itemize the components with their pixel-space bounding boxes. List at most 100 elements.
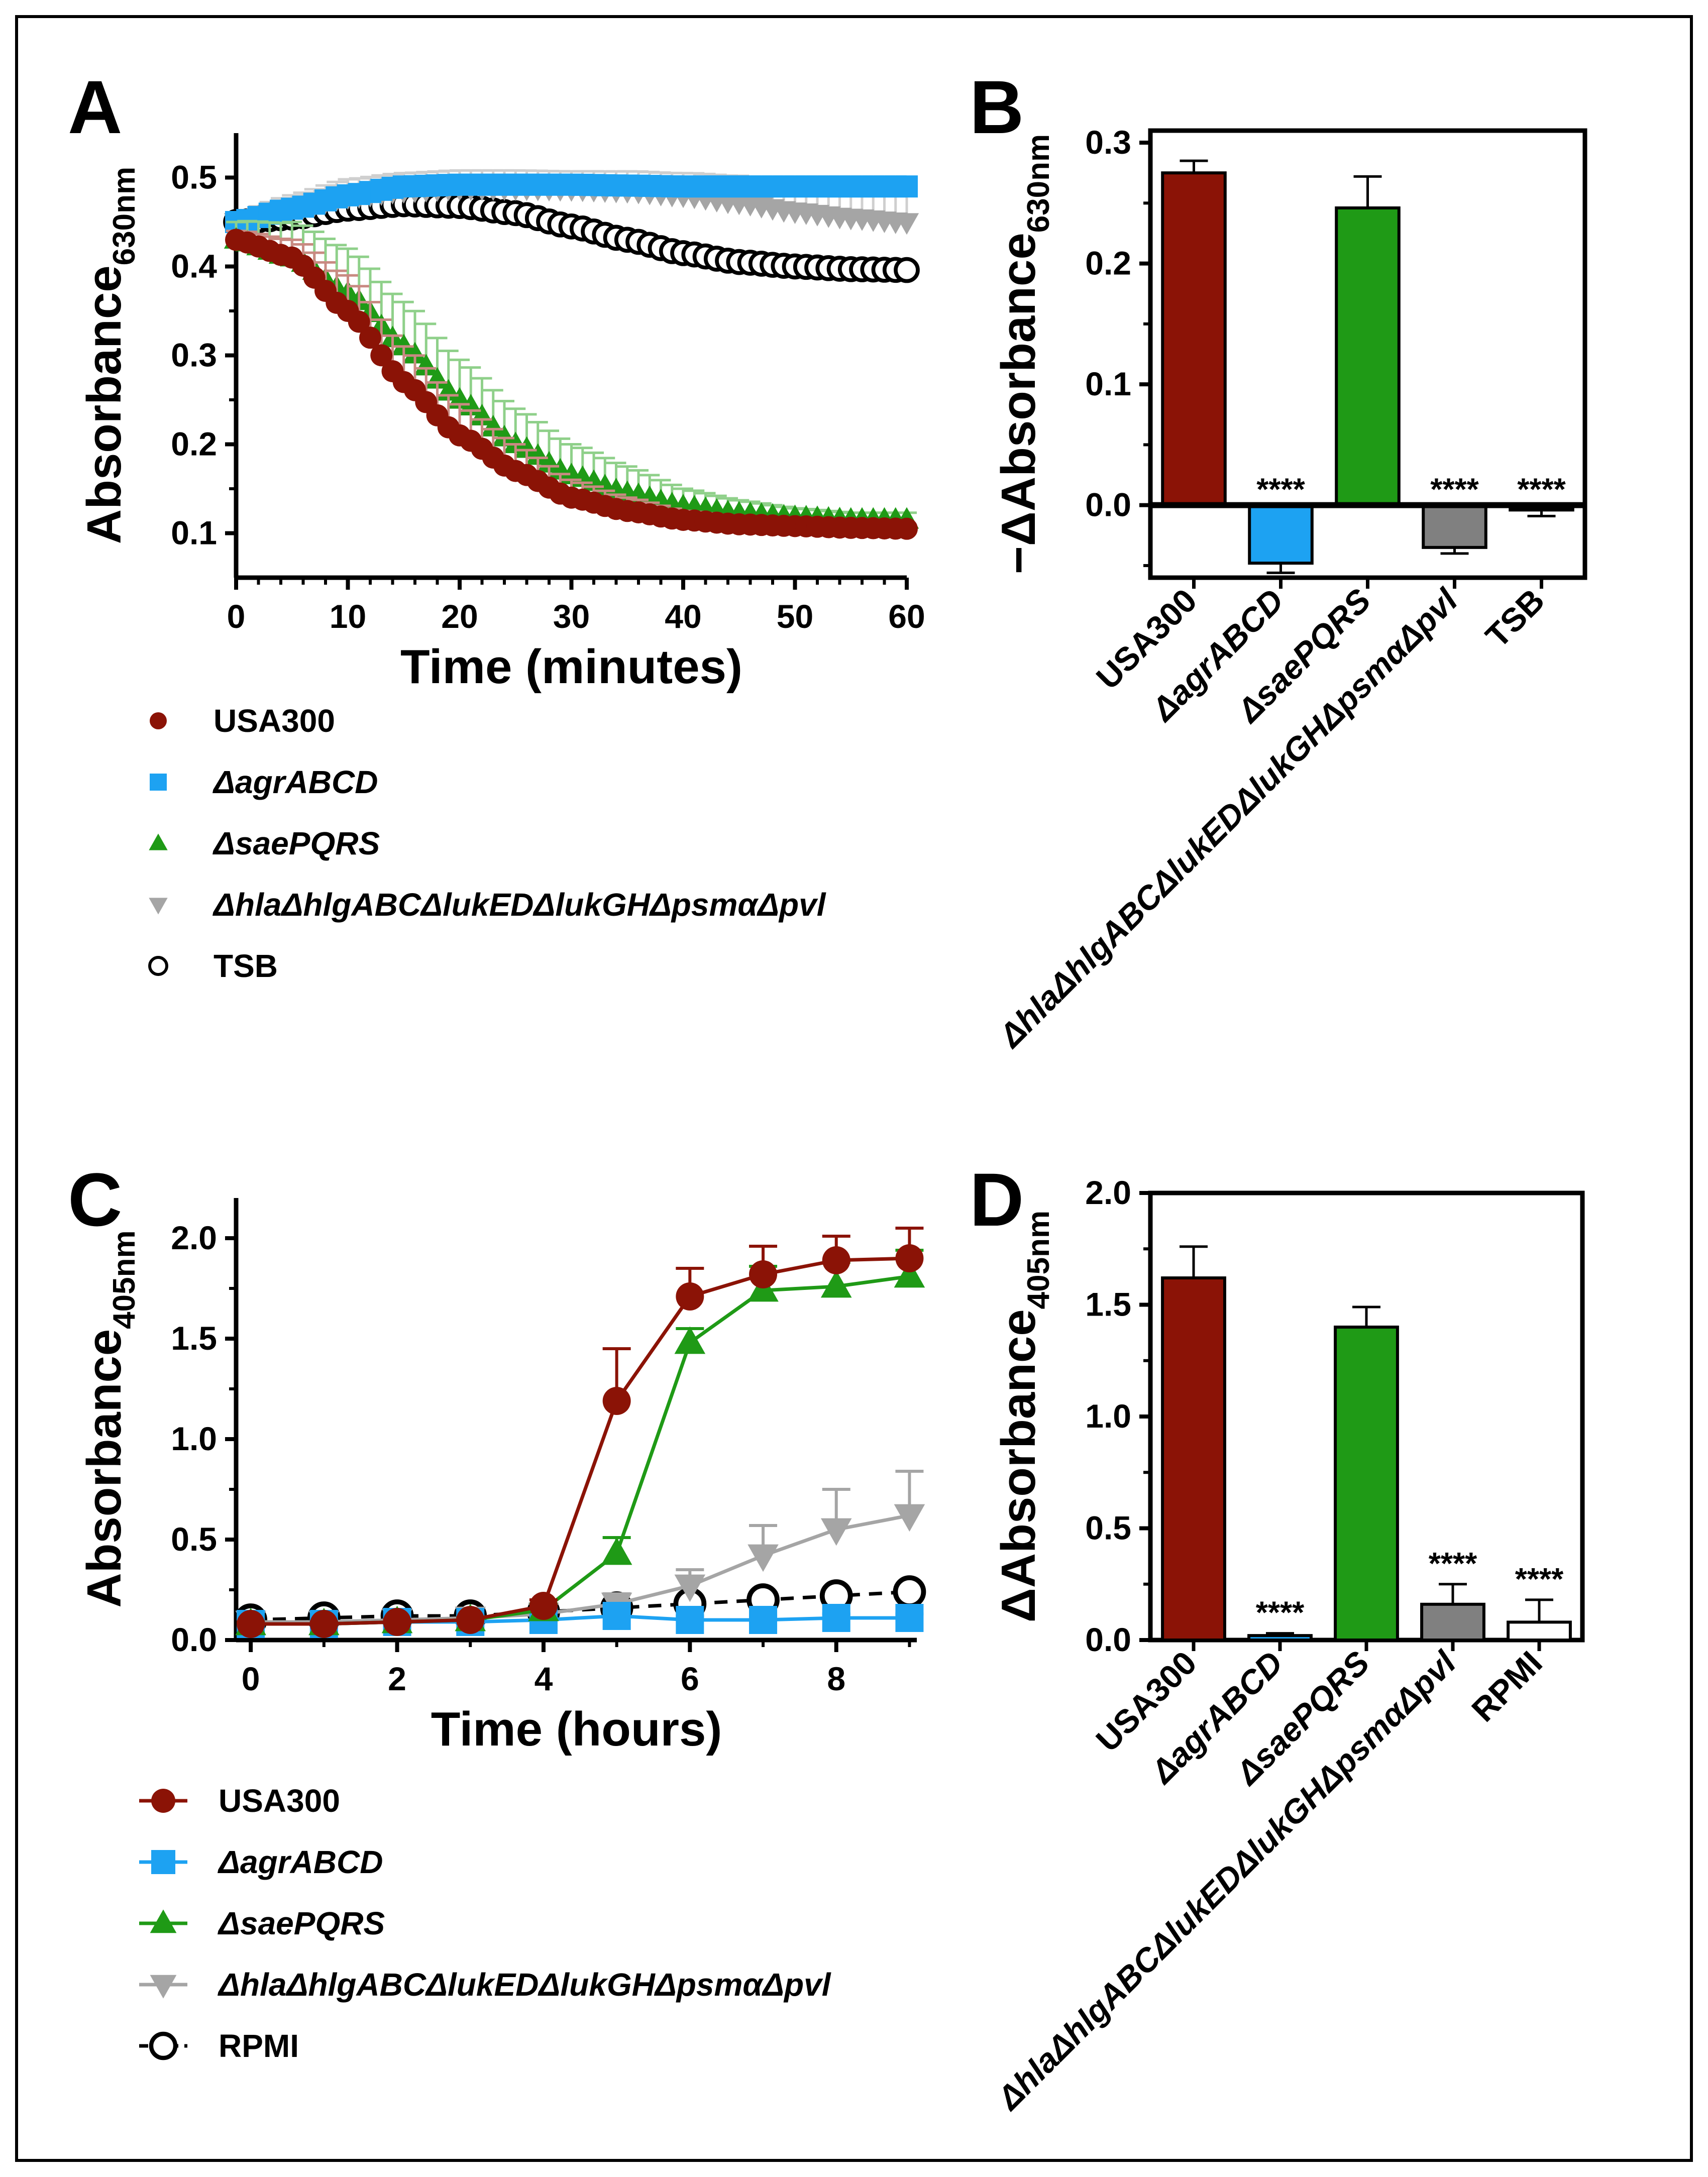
chart-d-y-axis-title: ΔAbsorbance405nm	[992, 1211, 1056, 1622]
chart-c-series-line	[251, 1513, 910, 1624]
chart-c-point	[822, 1246, 850, 1274]
chart-c-point	[895, 1604, 924, 1632]
chart-a-x-tick-label: 50	[777, 598, 813, 635]
chart-c-x-tick-label: 8	[827, 1660, 845, 1697]
chart-d-significance-label: ****	[1515, 1562, 1564, 1597]
legendC-label: ΔsaePQRS	[218, 1905, 385, 1941]
chart-a: 0.1 0.2 0.3 0.4 0.5 0 10 20 30 40 50 60 Time (minute…	[77, 133, 925, 694]
chart-d-bar	[1247, 1634, 1313, 1642]
chart-a-series-usa300	[225, 229, 918, 540]
filled-square-marker	[150, 774, 167, 791]
chart-c-point	[820, 1518, 852, 1546]
chart-c-point	[893, 1575, 926, 1608]
chart-c-point	[676, 1606, 704, 1634]
chart-b-y-tick-label: 0.2	[1085, 245, 1131, 282]
chart-d-bar	[1507, 1620, 1572, 1642]
chart-b-category-label: TSB	[1478, 582, 1552, 655]
chart-d-y-title-sub: 405nm	[1021, 1211, 1056, 1309]
chart-d-bar	[1420, 1602, 1485, 1642]
chart-b-y-tick-label: 0.3	[1085, 124, 1131, 161]
chart-c-point	[894, 1260, 925, 1288]
chart-a-x-tick-label: 60	[888, 598, 925, 635]
chart-a-series-blank	[223, 191, 920, 283]
chart-c-series-usa300	[237, 1227, 924, 1638]
chart-a-point	[481, 414, 505, 437]
chart-b-y-title-main: −ΔAbsorbance	[992, 233, 1045, 574]
filled-triangle-marker	[149, 833, 168, 850]
legendC-entry-5: RPMI	[139, 2028, 299, 2064]
chart-a-point	[359, 326, 381, 349]
chart-b-bar	[1335, 206, 1401, 507]
chart-c-point	[820, 1270, 852, 1298]
legendA-label: ΔhlaΔhlgABCΔlukEDΔlukGHΔpsmαΔpvl	[212, 887, 826, 923]
filled-circle-marker	[151, 1789, 175, 1813]
chart-d-bar	[1334, 1326, 1399, 1642]
chart-a-y-title-sub: 630nm	[107, 167, 142, 265]
chart-c-y-title-sub: 405nm	[107, 1230, 142, 1329]
legendC-entry-3: ΔsaePQRS	[139, 1905, 385, 1941]
chart-b-y-axis-title: −ΔAbsorbance630nm	[992, 134, 1056, 574]
filled-circle-marker	[150, 712, 167, 729]
filled-triangle-marker	[150, 1909, 177, 1933]
chart-c-y-tick-label: 0.5	[171, 1520, 217, 1558]
chart-c-series-blank	[234, 1575, 926, 1637]
legend-c: USA300 ΔagrABCD ΔsaePQRS ΔhlaΔhlgABCΔlukEDΔ…	[139, 1783, 831, 2064]
chart-a-y-tick-label: 0.1	[171, 514, 217, 552]
chart-c-x-tick-label: 6	[681, 1660, 699, 1697]
figure-border	[15, 15, 1693, 2162]
chart-c-point	[383, 1608, 411, 1636]
legendA-label: TSB	[214, 948, 278, 984]
chart-c-y-tick-label: 2.0	[171, 1219, 217, 1256]
chart-d-y-tick-label: 0.5	[1085, 1509, 1131, 1547]
legendA-label: USA300	[214, 703, 335, 739]
chart-a-y-tick-label: 0.5	[171, 159, 217, 196]
chart-c-series-sae	[235, 1249, 925, 1636]
chart-a-point	[894, 213, 919, 235]
chart-a-point	[348, 310, 370, 333]
chart-c-point	[749, 1260, 778, 1288]
chart-a-point	[370, 344, 393, 367]
panel-label-c: C	[68, 1157, 122, 1242]
chart-c-x-tick-label: 2	[388, 1660, 406, 1697]
chart-d-bar	[1161, 1276, 1226, 1642]
chart-c-point	[601, 1537, 632, 1565]
chart-a-x-tick-label: 0	[227, 598, 246, 635]
chart-b-bar	[1422, 503, 1487, 549]
filled-down-triangle-marker	[150, 1975, 177, 1999]
chart-d-category-label: RPMI	[1464, 1644, 1549, 1729]
chart-b-y-title-sub: 630nm	[1021, 134, 1056, 233]
legendA-entry-1: USA300	[150, 703, 335, 739]
legendC-entry-4: ΔhlaΔhlgABCΔlukEDΔlukGHΔpsmαΔpvl	[139, 1967, 831, 2003]
chart-a-x-tick-label: 10	[330, 598, 366, 635]
legendC-label: ΔhlaΔhlgABCΔlukEDΔlukGHΔpsmαΔpvl	[218, 1967, 831, 2003]
legendC-entry-1: USA300	[139, 1783, 340, 1819]
chart-c-point	[456, 1606, 485, 1634]
chart-d-significance-label: ****	[1256, 1596, 1305, 1630]
open-circle-marker	[149, 2031, 178, 2060]
chart-c-point	[674, 1574, 706, 1602]
legendC-label: ΔagrABCD	[218, 1844, 383, 1880]
chart-d: 0.00.51.01.52.0ΔAbsorbance405nmUSA300***…	[989, 1174, 1585, 2118]
chart-a-point	[896, 175, 918, 198]
chart-a-x-tick-label: 20	[441, 598, 478, 635]
filled-square-marker	[151, 1850, 175, 1874]
chart-d-y-tick-label: 0.0	[1085, 1621, 1131, 1658]
legend-a: USA300 ΔagrABCD ΔsaePQRS ΔhlaΔhlgABCΔlukEDΔ…	[148, 703, 826, 984]
chart-c-y-tick-label: 0.0	[171, 1621, 217, 1658]
chart-b-bar	[1161, 171, 1227, 507]
chart-c-series-line	[251, 1256, 910, 1626]
chart-a-point	[391, 334, 416, 356]
chart-a-y-title-main: Absorbance	[77, 265, 131, 544]
chart-a-point	[402, 342, 428, 364]
chart-d-y-tick-label: 2.0	[1085, 1174, 1131, 1211]
legendC-label: USA300	[219, 1783, 340, 1819]
chart-c: 0.0 0.5 1.0 1.5 2.0 0 2 4 6 8 Time (hours) Absorban…	[77, 1198, 926, 1756]
chart-c-y-title-main: Absorbance	[77, 1329, 131, 1608]
chart-b-significance-label: ****	[1517, 473, 1566, 507]
panel-label-d: D	[970, 1157, 1024, 1242]
legendA-entry-3: ΔsaePQRS	[149, 825, 380, 861]
panel-label-a: A	[68, 65, 122, 149]
chart-a-y-tick-label: 0.4	[171, 248, 217, 285]
chart-c-y-tick-label: 1.0	[171, 1420, 217, 1457]
